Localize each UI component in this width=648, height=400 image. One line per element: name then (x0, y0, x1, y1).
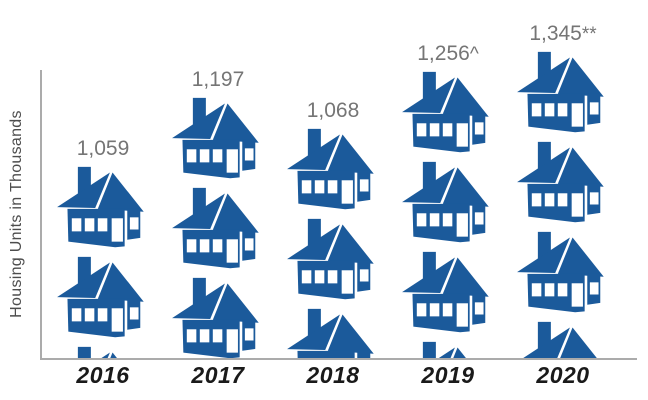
house-icon (172, 277, 259, 358)
house-icon (402, 251, 489, 333)
house-icon (402, 341, 489, 358)
value-label-2016: 1,059 (76, 137, 130, 160)
house-icon (172, 187, 259, 269)
value-label-2019: 1,256^ (417, 42, 479, 65)
x-tick-2017: 2017 (191, 362, 245, 388)
house-icon (172, 97, 259, 179)
house-icon (287, 128, 374, 210)
y-axis-line (40, 70, 42, 360)
house-icon (287, 218, 374, 300)
house-icon (402, 161, 489, 243)
house-icon (57, 346, 144, 358)
x-tick-2019: 2019 (421, 362, 475, 388)
house-icon (402, 71, 489, 153)
value-label-2020: 1,345** (529, 22, 597, 45)
bar-2020 (511, 50, 615, 358)
house-icon (517, 141, 604, 223)
house-icon (517, 231, 604, 313)
y-axis-label: Housing Units in Thousands (8, 110, 25, 318)
x-tick-2020: 2020 (536, 362, 590, 388)
value-label-2017: 1,197 (191, 68, 245, 91)
bar-2019 (396, 70, 500, 358)
house-icon (57, 166, 144, 248)
house-icon (517, 321, 604, 358)
house-icon (517, 51, 604, 133)
x-tick-2018: 2018 (306, 362, 360, 388)
house-icon (287, 308, 374, 358)
bar-2016 (51, 165, 155, 358)
bar-2017 (166, 96, 270, 358)
bar-2018 (281, 127, 385, 358)
value-label-2018: 1,068 (306, 99, 360, 122)
x-axis-line (40, 358, 637, 360)
x-tick-2016: 2016 (76, 362, 130, 388)
house-icon (57, 256, 144, 338)
